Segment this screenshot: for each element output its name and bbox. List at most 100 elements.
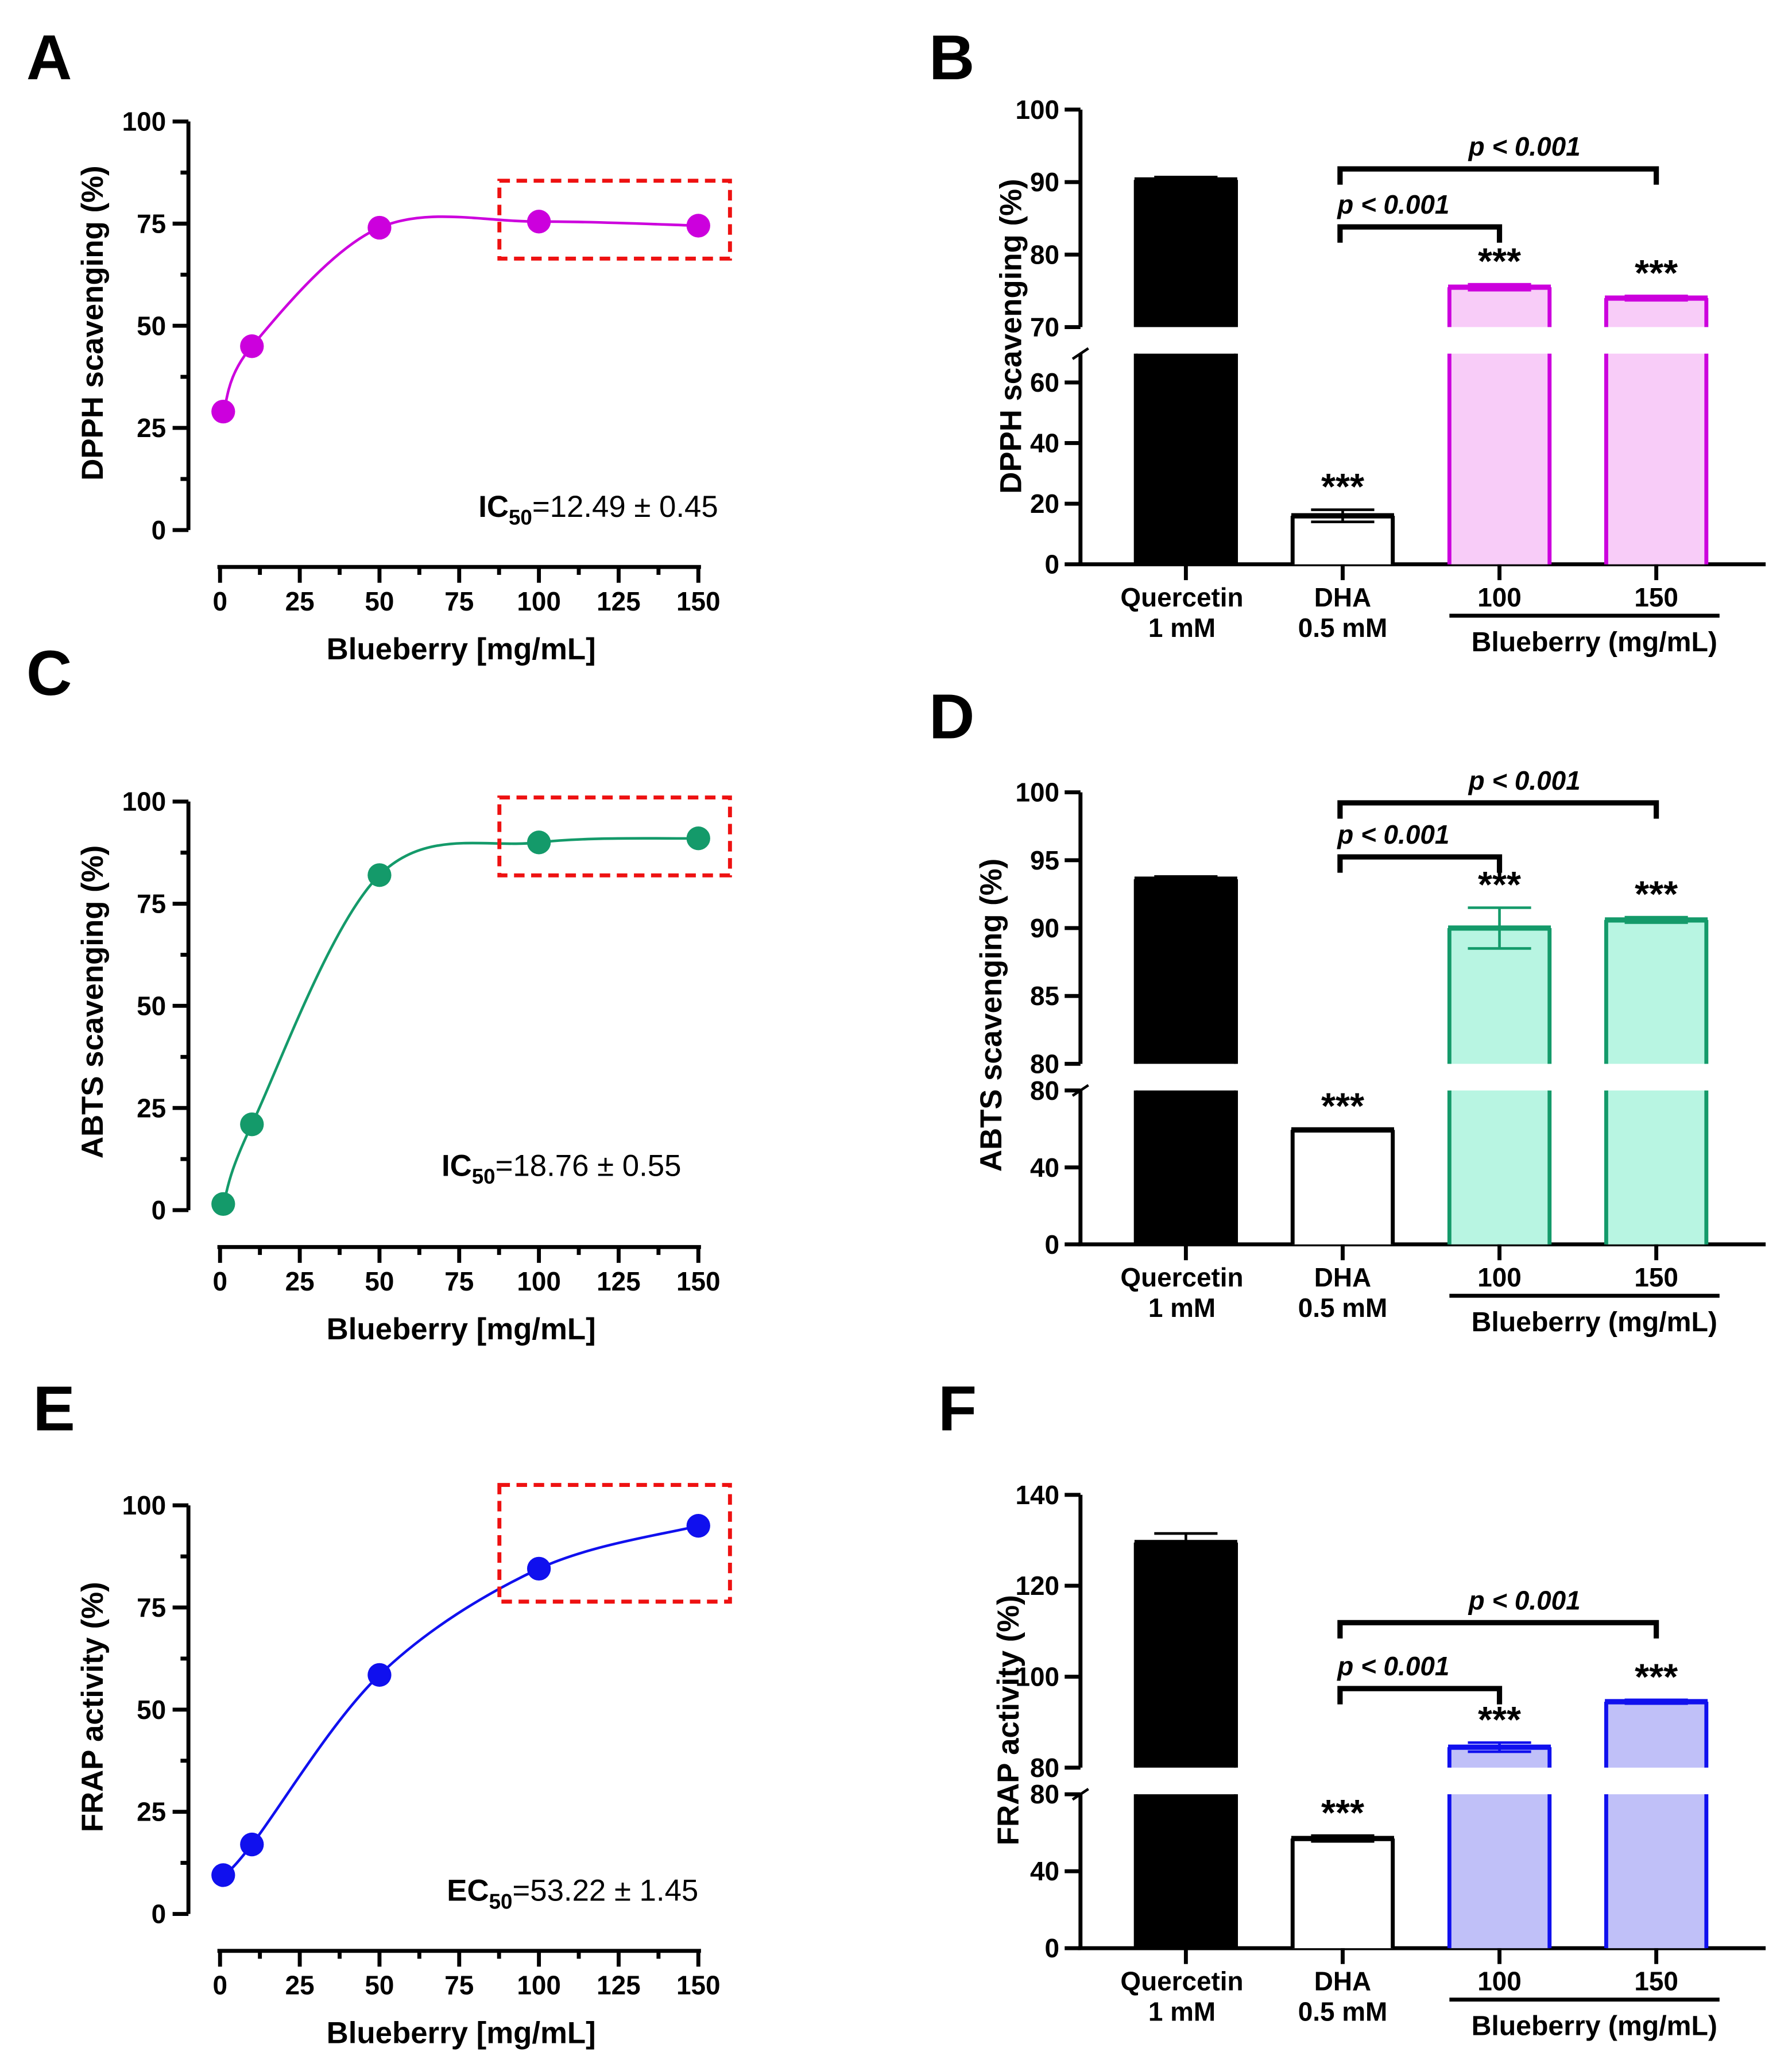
- panel-letter: D: [929, 682, 975, 752]
- comparison-bracket: p < 0.001: [1336, 190, 1503, 243]
- annotation: IC50=12.49 ± 0.45: [478, 490, 718, 530]
- category-sublabel: 1 mM: [1148, 613, 1216, 643]
- bar-dha: ***: [1290, 466, 1395, 565]
- x-tick-label: 150: [676, 586, 721, 616]
- x-tick-label: 50: [365, 586, 394, 616]
- panel-E: E 0 25 50 75 100 0 25 50 75 100 125 150 Blueberry [mg…: [33, 1373, 732, 2050]
- x-axis-label: Blueberry [mg/mL]: [327, 2016, 596, 2050]
- bar-150: ***: [1604, 1656, 1709, 1949]
- bar-segment: [1449, 1794, 1550, 1949]
- comparison-bracket: p < 0.001: [1337, 132, 1659, 185]
- y-tick-label: 25: [137, 1797, 166, 1827]
- y-tick-label: 100: [122, 107, 167, 137]
- data-point: [367, 1663, 392, 1687]
- significance-stars: ***: [1321, 1792, 1364, 1833]
- category-label: 150: [1634, 1262, 1678, 1292]
- annotation: EC50=53.22 ± 1.45: [447, 1874, 698, 1914]
- x-tick-label: 75: [444, 1266, 474, 1296]
- y-tick-label: 50: [137, 991, 166, 1021]
- p-value-label: p < 0.001: [1336, 190, 1449, 219]
- category-label: 100: [1477, 582, 1522, 612]
- x-tick-label: 25: [285, 1970, 315, 2000]
- annotation-value: =18.76 ± 0.55: [496, 1149, 682, 1183]
- bar-segment: [1449, 353, 1550, 565]
- bar-segment: [1136, 353, 1236, 565]
- bar-quercetin: [1133, 175, 1238, 565]
- significance-stars: ***: [1635, 252, 1678, 293]
- bar-dha: ***: [1290, 1792, 1395, 1949]
- y-axis-label: ABTS scavenging (%): [76, 845, 110, 1158]
- category-sublabel: 0.5 mM: [1298, 613, 1388, 643]
- highlight-box: [497, 1483, 732, 1604]
- significance-stars: ***: [1321, 466, 1364, 507]
- panel-B: B 0 20 40 60 70 80 90 100 DPPH scavenging (%) Quer…: [929, 22, 1766, 658]
- annotation-subscript: 50: [509, 506, 532, 530]
- panel-letter: F: [938, 1373, 977, 1444]
- x-tick-label: 100: [517, 586, 561, 616]
- x-tick-label: 50: [365, 1970, 394, 2000]
- bar-dha: ***: [1290, 1085, 1395, 1245]
- bar-segment: [1136, 879, 1236, 1064]
- y-tick-label: 0: [1045, 1933, 1060, 1963]
- bar-segment: [1292, 516, 1393, 565]
- comparison-bracket: p < 0.001: [1336, 820, 1503, 873]
- category-label: DHA: [1314, 582, 1371, 612]
- y-tick-label: 85: [1030, 981, 1059, 1011]
- bar-150: ***: [1604, 874, 1709, 1245]
- annotation-prefix: EC: [447, 1874, 489, 1908]
- y-tick-label: 40: [1030, 428, 1059, 458]
- bar-segment: [1606, 1701, 1706, 1768]
- y-tick-label: 70: [1030, 312, 1059, 342]
- y-tick-label: 80: [1030, 1076, 1059, 1106]
- data-point: [240, 1832, 264, 1857]
- data-point: [527, 830, 551, 855]
- bracket-line: [1337, 1686, 1503, 1705]
- bracket-line: [1337, 166, 1659, 185]
- data-point: [686, 1514, 710, 1538]
- y-tick-label: 75: [137, 208, 166, 238]
- bar-segment: [1606, 353, 1706, 565]
- bar-segment: [1449, 928, 1550, 1064]
- x-tick-label: 25: [285, 1266, 315, 1296]
- annotation-value: =53.22 ± 1.45: [512, 1874, 698, 1908]
- data-point: [527, 210, 551, 234]
- fit-curve: [222, 215, 699, 412]
- y-tick-label: 25: [137, 1093, 166, 1123]
- group-label: Blueberry (mg/mL): [1472, 1307, 1717, 1338]
- y-tick-label: 80: [1030, 239, 1059, 269]
- y-tick-label: 25: [137, 413, 166, 443]
- y-tick-label: 60: [1030, 368, 1059, 397]
- x-tick-label: 150: [676, 1970, 721, 2000]
- category-sublabel: 1 mM: [1148, 1293, 1216, 1323]
- significance-stars: ***: [1635, 874, 1678, 915]
- y-tick-label: 100: [1016, 1662, 1060, 1692]
- p-value-label: p < 0.001: [1336, 820, 1449, 849]
- y-tick-label: 95: [1030, 845, 1059, 875]
- bar-segment: [1606, 919, 1706, 1064]
- data-point: [367, 215, 392, 240]
- data-point: [211, 1192, 235, 1216]
- panel-letter: A: [26, 22, 72, 93]
- x-tick-label: 0: [212, 1266, 227, 1296]
- y-axis-label: DPPH scavenging (%): [994, 179, 1028, 493]
- y-tick-label: 50: [137, 311, 166, 341]
- y-tick-label: 0: [152, 515, 167, 545]
- category-label: 100: [1477, 1262, 1522, 1292]
- category-label: Quercetin: [1120, 1966, 1243, 1996]
- y-tick-label: 90: [1030, 167, 1059, 197]
- comparison-bracket: p < 0.001: [1337, 766, 1659, 819]
- bar-segment: [1449, 1090, 1550, 1245]
- data-point: [211, 1863, 235, 1887]
- x-tick-label: 0: [212, 1970, 227, 2000]
- bar-100: ***: [1447, 864, 1552, 1245]
- y-axis-label: FRAP activity (%): [992, 1595, 1025, 1845]
- y-tick-label: 80: [1030, 1049, 1059, 1079]
- category-label: DHA: [1314, 1262, 1371, 1292]
- data-point: [211, 399, 235, 424]
- panel-letter: C: [26, 638, 72, 709]
- bar-segment: [1449, 287, 1550, 327]
- bar-segment: [1606, 1794, 1706, 1949]
